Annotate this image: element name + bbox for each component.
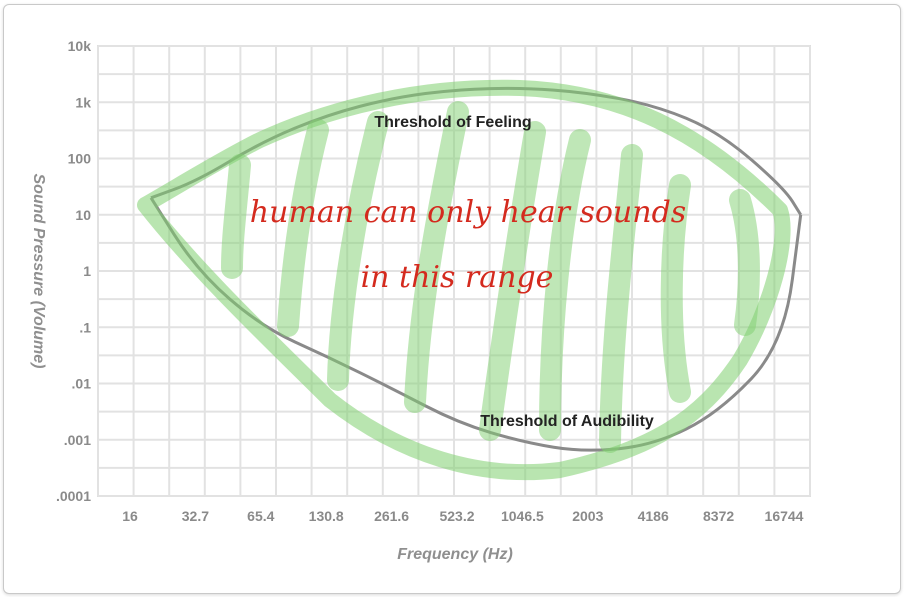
highlight-stroke — [221, 154, 251, 279]
y-axis-title: Sound Pressure (Volume) — [30, 174, 47, 369]
x-axis-ticks: 16 32.7 65.4 130.8 261.6 523.2 1046.5 2003 4186 8… — [122, 508, 803, 524]
highlight-outline — [137, 79, 791, 481]
handwritten-note-line1: human can only hear sounds — [250, 195, 686, 230]
y-tick-label: .0001 — [56, 488, 91, 504]
highlight-stroke — [599, 144, 643, 453]
x-tick-label: 4186 — [638, 508, 669, 524]
y-tick-label: 100 — [68, 151, 92, 167]
x-tick-label: 16744 — [765, 508, 804, 524]
y-tick-label: 1k — [75, 94, 91, 110]
x-axis-title: Frequency (Hz) — [397, 546, 513, 563]
x-tick-label: 65.4 — [247, 508, 274, 524]
y-tick-label: .1 — [79, 319, 91, 335]
y-tick-label: 10k — [68, 38, 92, 54]
highlight-stroke — [277, 119, 329, 337]
y-tick-label: .001 — [64, 432, 91, 448]
x-tick-label: 16 — [122, 508, 138, 524]
y-tick-label: 1 — [83, 263, 91, 279]
x-tick-label: 32.7 — [182, 508, 209, 524]
highlight-stroke — [539, 129, 591, 441]
x-tick-label: 2003 — [572, 508, 603, 524]
x-tick-label: 523.2 — [439, 508, 474, 524]
green-highlight — [137, 79, 791, 481]
x-tick-label: 130.8 — [309, 508, 344, 524]
highlight-stroke — [327, 111, 389, 391]
x-tick-label: 8372 — [703, 508, 734, 524]
highlight-stroke — [729, 189, 760, 336]
threshold-feeling-label: Threshold of Feeling — [374, 114, 531, 131]
highlight-stroke — [660, 174, 691, 403]
threshold-audibility-label: Threshold of Audibility — [480, 413, 654, 430]
y-tick-label: .01 — [72, 376, 92, 392]
handwritten-note-line2: in this range — [361, 260, 554, 295]
highlight-stroke — [404, 101, 469, 413]
x-tick-label: 261.6 — [374, 508, 409, 524]
highlight-stroke — [479, 121, 546, 441]
x-tick-label: 1046.5 — [501, 508, 544, 524]
y-tick-label: 10 — [75, 207, 91, 223]
y-axis-ticks: 10k 1k 100 10 1 .1 .01 .001 .0001 — [56, 38, 91, 504]
